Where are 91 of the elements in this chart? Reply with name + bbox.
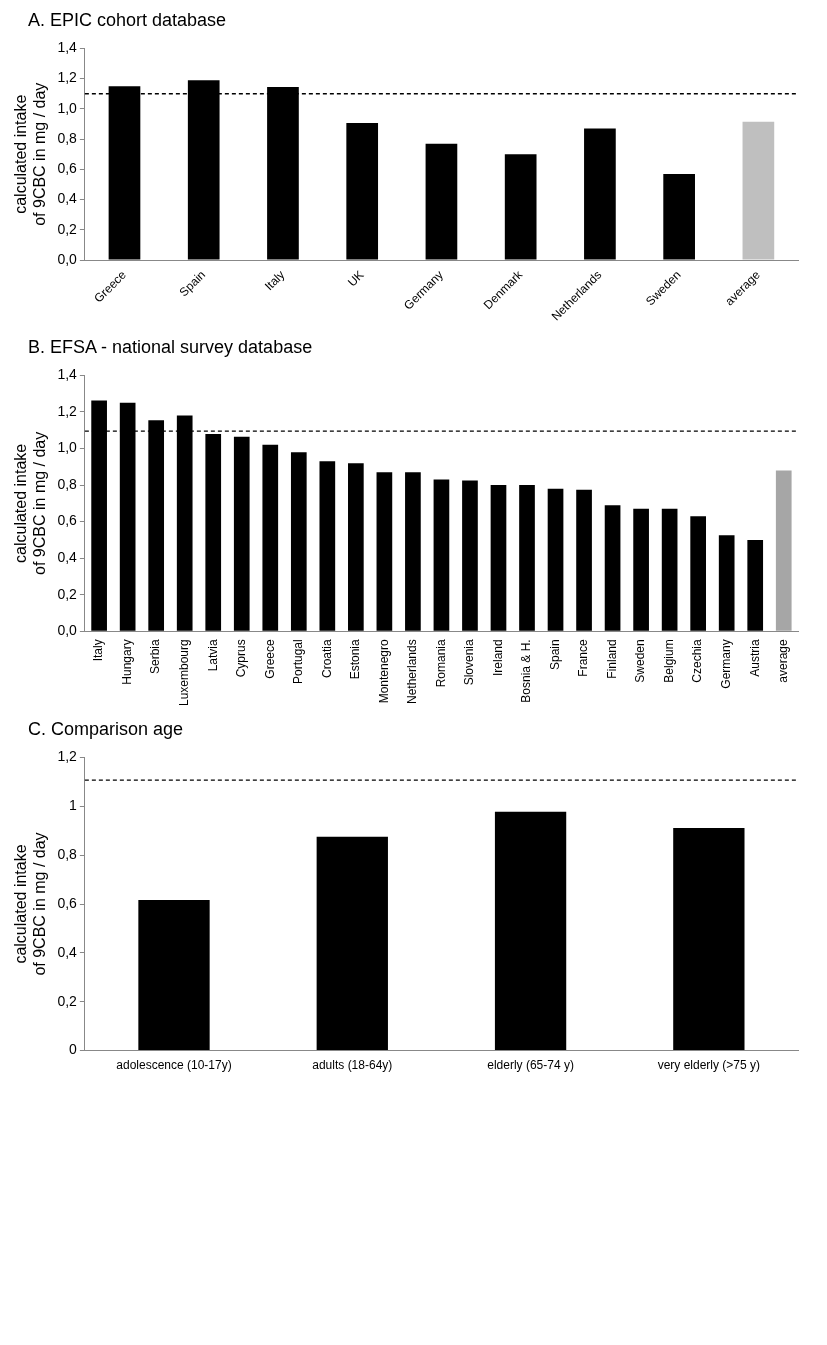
bar bbox=[775, 470, 792, 631]
x-tick-label: Greece bbox=[262, 638, 277, 679]
x-tick-label: Romania bbox=[433, 638, 448, 688]
bar bbox=[584, 128, 616, 260]
x-tick-label: Austria bbox=[747, 638, 762, 677]
bar bbox=[519, 485, 535, 631]
x-tick-label: Montenegro bbox=[376, 638, 391, 704]
y-tick-label: 1,2 bbox=[57, 69, 78, 86]
x-tick-label: Luxembourg bbox=[177, 639, 192, 707]
bar bbox=[690, 516, 707, 631]
bar bbox=[663, 173, 695, 260]
x-tick-label: adolescence (10-17y) bbox=[116, 1058, 232, 1073]
chart-title: C. Comparison age bbox=[28, 719, 185, 740]
y-tick-label: 0,8 bbox=[57, 845, 78, 862]
y-tick-label: 0,8 bbox=[57, 129, 78, 146]
bar bbox=[346, 122, 379, 260]
bar bbox=[262, 444, 279, 631]
y-tick-label: 0,2 bbox=[57, 992, 78, 1009]
bar bbox=[316, 836, 388, 1051]
y-tick-label: 1,4 bbox=[57, 39, 78, 56]
bar bbox=[205, 433, 222, 631]
bar bbox=[405, 472, 421, 631]
x-tick-label: average bbox=[776, 638, 791, 683]
y-axis-title: calculated intake of 9CBC in mg / day bbox=[12, 82, 49, 226]
bar bbox=[547, 488, 564, 631]
y-tick-label: 0,6 bbox=[57, 160, 78, 177]
y-tick-label: 1,4 bbox=[57, 366, 78, 383]
y-tick-label: 0,6 bbox=[57, 512, 78, 529]
x-tick-label: France bbox=[576, 638, 591, 677]
bar bbox=[462, 480, 478, 631]
y-tick-label: 1,2 bbox=[57, 402, 78, 419]
bar bbox=[747, 539, 764, 631]
x-tick-label: Latvia bbox=[205, 638, 220, 672]
bar bbox=[138, 900, 210, 1051]
y-tick-label: 1,0 bbox=[57, 99, 78, 116]
y-tick-label: 1 bbox=[69, 797, 78, 814]
bar bbox=[661, 508, 678, 631]
x-tick-label: adults (18-64y) bbox=[312, 1058, 393, 1073]
bar bbox=[348, 463, 364, 631]
x-tick-label: Czechia bbox=[690, 638, 705, 683]
y-tick-label: 0,8 bbox=[57, 475, 78, 492]
x-tick-label: Italy bbox=[91, 639, 106, 662]
bar bbox=[742, 121, 775, 260]
bar bbox=[673, 828, 745, 1051]
x-tick-label: Bosnia & H. bbox=[519, 639, 534, 703]
x-tick-label: Spain bbox=[547, 639, 562, 670]
chart-title: A. EPIC cohort database bbox=[28, 10, 228, 31]
x-tick-label: very elderly (>75 y) bbox=[657, 1058, 761, 1073]
bar bbox=[718, 535, 735, 631]
bar bbox=[425, 143, 458, 260]
x-tick-label: elderly (65-74 y) bbox=[487, 1058, 574, 1073]
bar bbox=[633, 508, 649, 631]
y-axis-title: calculated intake of 9CBC in mg / day bbox=[12, 431, 49, 575]
y-tick-label: 0,4 bbox=[57, 549, 78, 566]
y-tick-label: 0,4 bbox=[57, 943, 78, 960]
chart-title: B. EFSA - national survey database bbox=[28, 337, 314, 358]
x-tick-label: Estonia bbox=[348, 638, 363, 680]
y-tick-label: 0,2 bbox=[57, 220, 78, 237]
y-tick-label: 0,4 bbox=[57, 190, 78, 207]
y-tick-label: 0,6 bbox=[57, 894, 78, 911]
y-tick-label: 0,0 bbox=[57, 622, 78, 639]
y-axis-title: calculated intake of 9CBC in mg / day bbox=[12, 832, 49, 976]
x-tick-label: Finland bbox=[604, 639, 619, 679]
bar bbox=[576, 489, 592, 631]
x-tick-label: Germany bbox=[719, 639, 733, 689]
bar bbox=[290, 452, 307, 631]
bar bbox=[233, 436, 250, 631]
y-tick-label: 1,0 bbox=[57, 439, 78, 456]
bar bbox=[494, 811, 567, 1051]
x-tick-label: Hungary bbox=[119, 639, 134, 685]
y-tick-label: 0 bbox=[69, 1041, 78, 1058]
x-tick-label: Cyprus bbox=[234, 639, 249, 678]
x-tick-label: UK bbox=[344, 267, 367, 290]
x-tick-label: Netherlands bbox=[405, 639, 420, 705]
bar bbox=[376, 472, 393, 631]
bar bbox=[604, 505, 621, 631]
y-tick-label: 0,0 bbox=[57, 250, 78, 267]
x-tick-label: Serbia bbox=[148, 638, 163, 674]
x-tick-label: Portugal bbox=[291, 639, 306, 684]
x-tick-label: Sweden bbox=[633, 639, 648, 683]
bar bbox=[319, 461, 336, 631]
y-tick-label: 1,2 bbox=[57, 748, 78, 765]
bar bbox=[490, 485, 507, 631]
y-tick-label: 0,2 bbox=[57, 585, 78, 602]
x-tick-label: Ireland bbox=[490, 639, 505, 676]
x-tick-label: Italy bbox=[261, 267, 288, 294]
x-tick-label: Slovenia bbox=[462, 638, 477, 686]
x-tick-label: Croatia bbox=[319, 638, 334, 678]
bar bbox=[433, 479, 450, 631]
x-tick-label: Belgium bbox=[661, 639, 676, 683]
bar bbox=[504, 154, 537, 260]
